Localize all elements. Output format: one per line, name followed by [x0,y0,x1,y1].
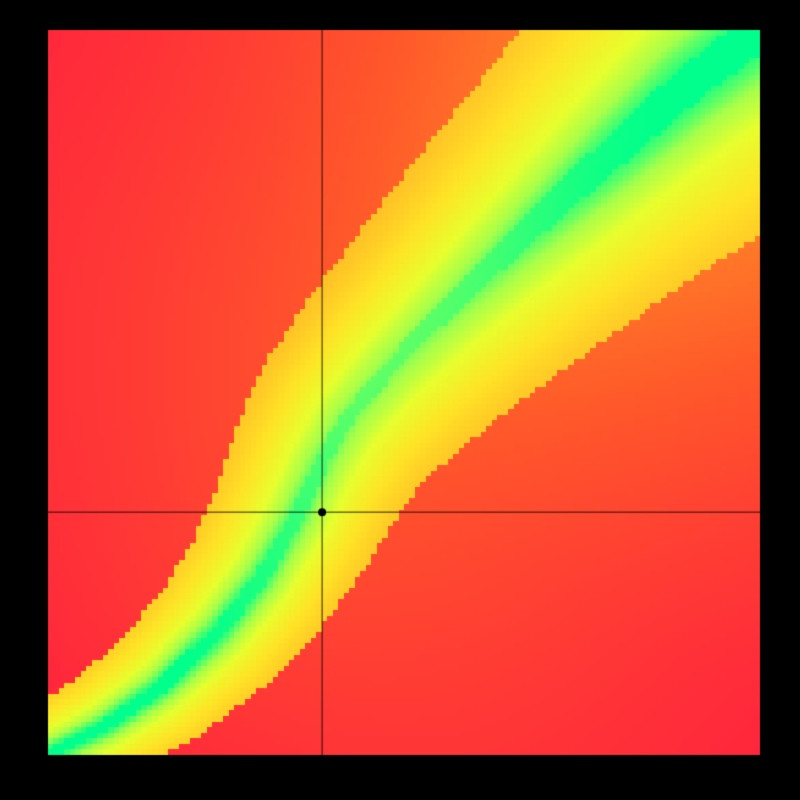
bottleneck-heatmap [0,0,800,800]
watermark-text: TheBottleneck.com [557,4,760,30]
